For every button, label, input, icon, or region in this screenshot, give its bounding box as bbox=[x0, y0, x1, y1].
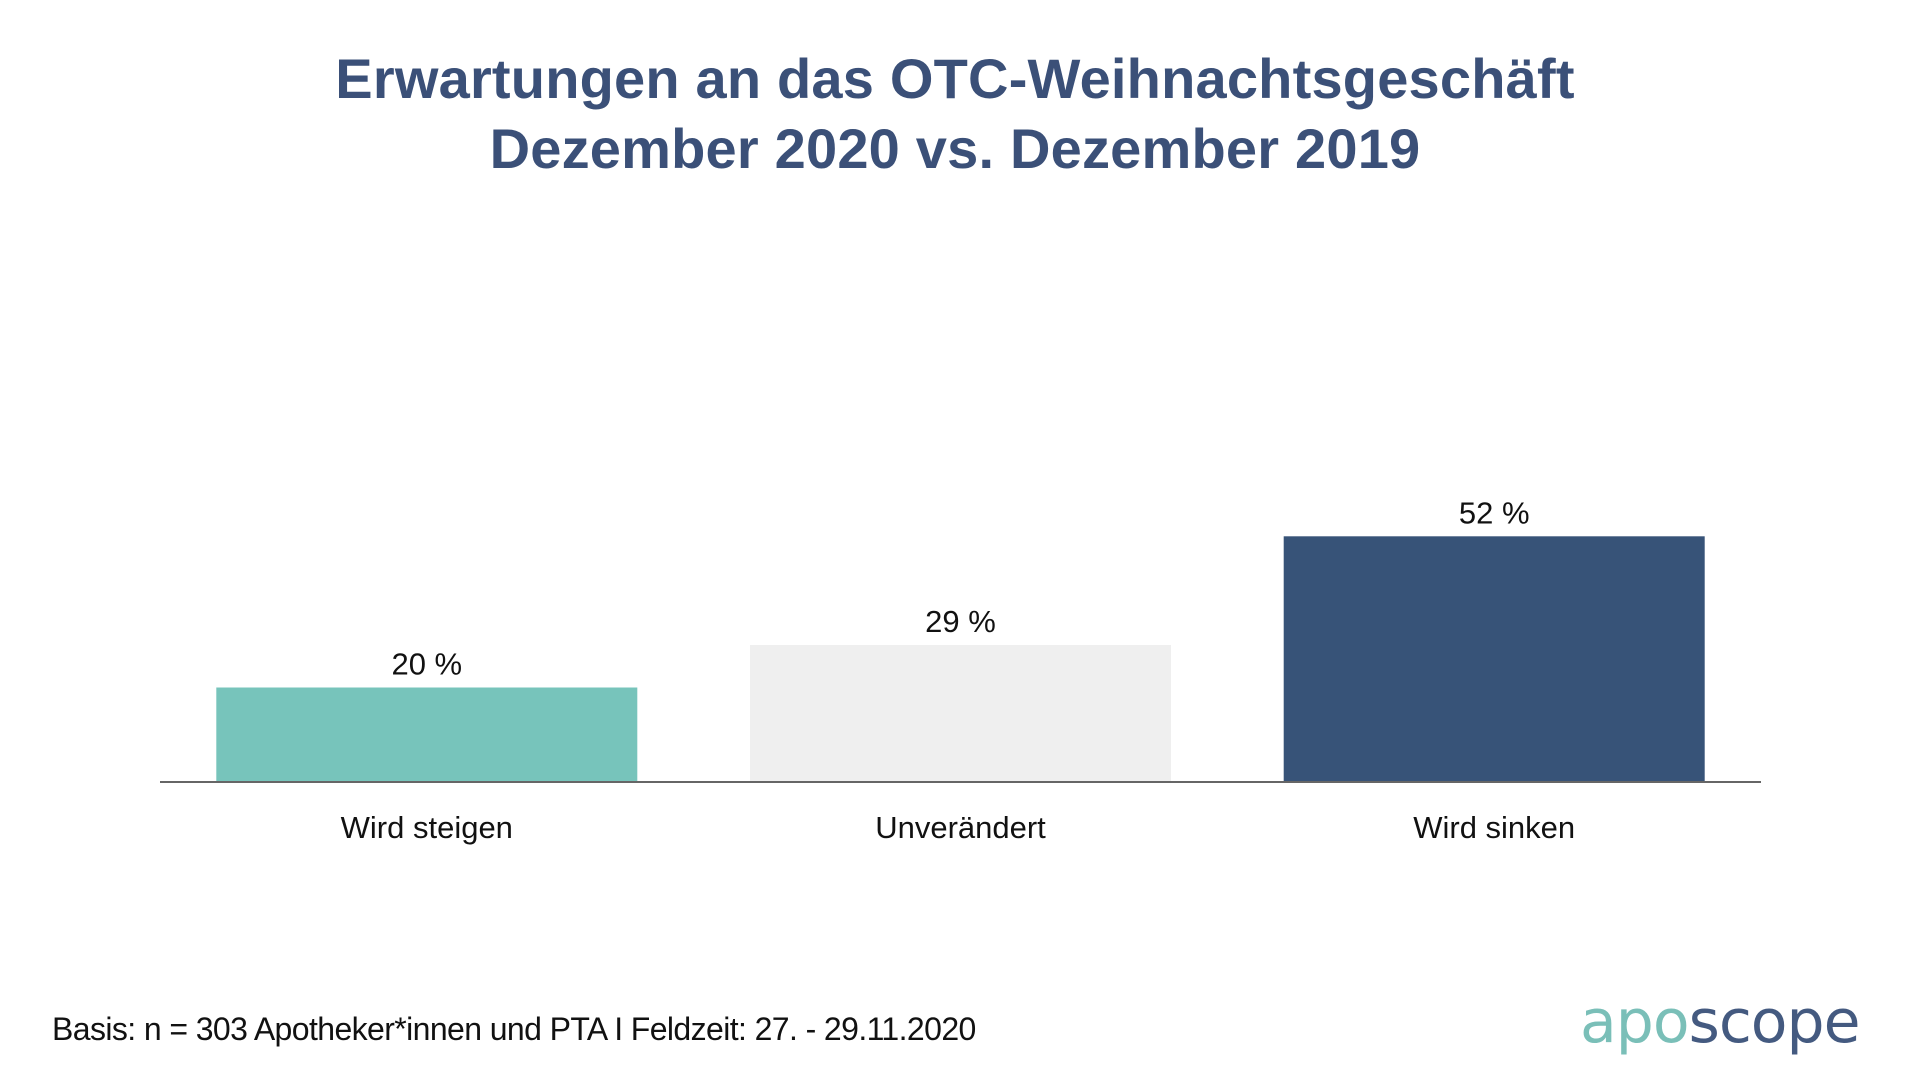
category-label-2: Unverändert bbox=[875, 810, 1046, 845]
footnote-basis: Basis: n = 303 Apotheker*innen und PTA I… bbox=[52, 1011, 976, 1047]
bars-layer bbox=[216, 536, 1705, 782]
chart-title-line-2: Dezember 2020 vs. Dezember 2019 bbox=[489, 117, 1421, 180]
value-label-1: 20 % bbox=[391, 647, 462, 682]
category-label-3: Wird sinken bbox=[1413, 810, 1575, 845]
category-label-1: Wird steigen bbox=[341, 810, 513, 845]
bar-3 bbox=[1283, 536, 1705, 782]
aposcope-logo: aposcope bbox=[1580, 992, 1861, 1052]
labels-layer: 20 % Wird steigen 29 % Unverändert 52 % Wird … bbox=[341, 495, 1576, 845]
bar-2 bbox=[750, 645, 1171, 782]
value-label-3: 52 % bbox=[1459, 495, 1530, 530]
value-label-2: 29 % bbox=[925, 604, 996, 639]
bar-1 bbox=[216, 687, 638, 782]
chart-title: Erwartungen an das OTC-Weihnachtsgeschäf… bbox=[0, 44, 1910, 184]
logo-part-apo: apo bbox=[1580, 987, 1690, 1057]
chart-title-line-1: Erwartungen an das OTC-Weihnachtsgeschäf… bbox=[335, 47, 1575, 110]
logo-part-scope: scope bbox=[1688, 987, 1861, 1057]
